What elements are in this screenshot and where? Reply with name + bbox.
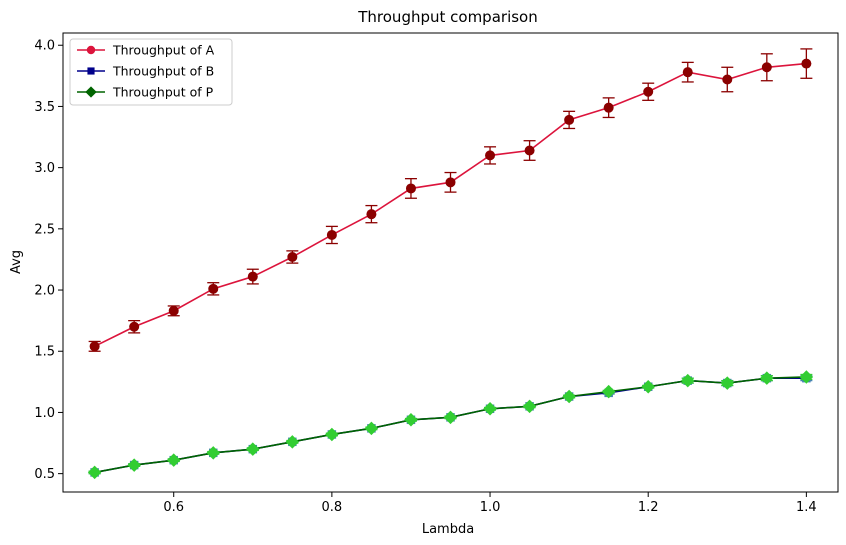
legend-marker (87, 67, 95, 75)
data-point (366, 209, 377, 220)
legend-box (69, 38, 233, 106)
data-point (603, 102, 614, 113)
data-point (720, 376, 735, 390)
data-point (522, 399, 537, 414)
series-3 (87, 370, 814, 480)
data-point (524, 145, 535, 156)
data-point (641, 379, 655, 394)
legend-marker (86, 45, 96, 55)
y-tick-label: 2.0 (34, 284, 55, 299)
y-tick-label: 4.0 (34, 39, 55, 54)
data-point (364, 421, 379, 436)
plot-area (87, 48, 814, 480)
y-axis: 0.5 1.0 1.5 2.0 2.5 3.0 3.5 4.0 (34, 39, 63, 482)
x-tick-label: 1.0 (480, 500, 501, 515)
data-point (325, 427, 339, 442)
data-point (285, 435, 300, 449)
legend-label: Throughput of P (112, 85, 214, 100)
data-point (680, 373, 695, 388)
x-tick-label: 0.8 (322, 500, 343, 515)
data-point (166, 453, 181, 467)
data-point (445, 177, 456, 188)
data-point (326, 229, 337, 240)
data-point (246, 442, 260, 456)
data-point (601, 384, 616, 399)
data-point (89, 341, 100, 352)
x-axis: 0.6 0.8 1.0 1.2 1.4 (163, 492, 817, 515)
data-point (562, 389, 576, 404)
legend: Throughput of A Throughput of B Throughput… (69, 38, 233, 106)
legend-label: Throughput of B (112, 64, 214, 79)
y-tick-label: 1.0 (34, 406, 55, 421)
y-tick-label: 2.5 (34, 222, 55, 237)
x-tick-label: 1.4 (796, 500, 817, 515)
data-point (799, 370, 814, 384)
x-tick-label: 1.2 (638, 500, 659, 515)
data-point (206, 446, 221, 460)
chart-title: Throughput comparison (357, 8, 537, 26)
data-point (168, 305, 179, 316)
y-tick-label: 3.0 (34, 161, 55, 176)
data-point (760, 371, 774, 385)
y-tick-label: 0.5 (34, 467, 55, 482)
data-point (443, 410, 458, 425)
x-tick-label: 0.6 (163, 500, 184, 515)
data-point (801, 58, 812, 69)
data-point (405, 183, 416, 194)
axes-frame (62, 32, 839, 493)
series-1 (88, 48, 813, 352)
legend-label: Throughput of A (112, 43, 215, 58)
data-point (564, 114, 575, 125)
data-point (404, 413, 418, 427)
data-point (722, 74, 733, 85)
x-axis-label: Lambda (422, 522, 474, 537)
data-point (485, 150, 496, 161)
data-point (287, 251, 298, 262)
data-point (87, 465, 102, 480)
data-point (127, 458, 141, 472)
data-point (761, 62, 772, 73)
data-point (643, 86, 654, 97)
data-point (682, 67, 693, 78)
y-tick-label: 1.5 (34, 345, 55, 360)
legend-marker (85, 86, 97, 98)
data-point (247, 271, 258, 282)
data-point (208, 283, 219, 294)
y-axis-label: Avg (9, 250, 24, 274)
data-point (129, 321, 140, 332)
y-tick-label: 3.5 (34, 100, 55, 115)
data-point (483, 402, 497, 416)
